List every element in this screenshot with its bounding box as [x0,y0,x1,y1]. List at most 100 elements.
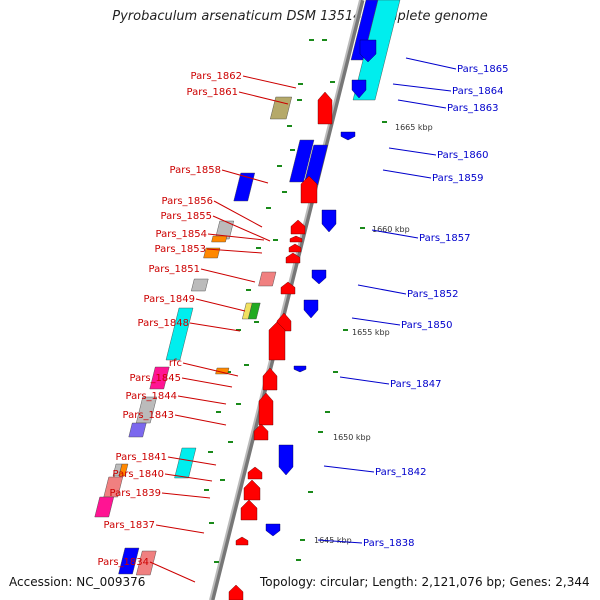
right-label: Pars_1860 [437,150,488,161]
gene-arrow-pars-1838c [265,523,281,537]
left-label: Pars_1853 [155,244,206,255]
left-label-leader [155,524,205,534]
gene-block-pars-1861 [270,96,292,120]
left-label: Pars_1858 [170,165,221,176]
gene-arrow-pars-1856b [290,219,306,235]
left-label: Pars_1862 [191,71,242,82]
left-label: Pars_1851 [149,264,200,275]
gene-arrow-pars-1842b [278,444,294,476]
left-label-leader [207,233,265,241]
scale-label: 1655 kbp [352,328,390,337]
left-label: Pars_1856 [162,196,213,207]
right-label: Pars_1863 [447,103,498,114]
left-label: Pars_1854 [156,229,207,240]
gene-block-pars-1852 [258,271,277,287]
left-label: Pars_1837 [104,520,155,531]
gene-block-pars-1855 [211,235,228,243]
left-label: Pars_1844 [126,391,177,402]
left-label-leader [242,75,297,89]
genome-summary-text: Topology: circular; Length: 2,121,076 bp… [260,575,590,589]
left-label-leader [206,248,263,254]
left-label-leader [177,395,227,405]
gene-block-pars-1850b [248,302,261,320]
gene-arrow-pars-1834 [228,584,244,600]
right-label: Pars_1847 [390,379,441,390]
left-label-leader [167,456,217,466]
left-label-leader [195,298,246,312]
left-label-leader [161,492,211,499]
left-label: Pars_1843 [123,410,174,421]
gene-block-pars-1858 [233,172,255,202]
gene-block-pars-1841b [118,463,129,477]
gene-block-pars-1851 [191,278,209,292]
gene-block-rfc [149,366,170,390]
gene-arrow-pars-1850c [303,299,319,319]
right-label: Pars_1842 [375,467,426,478]
tick-marks [204,39,387,563]
right-label-leader [351,317,401,326]
right-label-leader [392,83,452,92]
gene-arrow-pars-1853c [285,252,301,264]
left-label-leader [164,473,213,482]
gene-block-pars-1860 [289,139,315,183]
right-label: Pars_1857 [419,233,470,244]
right-label-leader [397,99,447,109]
left-label: Pars_1861 [187,87,238,98]
gene-arrow-pars-1852b [311,269,327,285]
gene-glyphs [94,0,401,600]
left-label: Pars_1834 [98,557,149,568]
right-label-leader [323,465,375,473]
gene-arrow-pars-1860b [340,131,356,141]
gene-arrow-pars-1841c [247,466,263,480]
gene-arrow-pars-1845 [262,367,278,391]
gene-block-pars-1842 [174,447,197,479]
left-label: Pars_1855 [161,211,212,222]
right-label-leader [317,539,363,544]
right-label: Pars_1852 [407,289,458,300]
gene-arrow-pars-1853b [288,243,302,253]
scale-label: 1650 kbp [333,433,371,442]
scale-label: 1645 kbp [314,536,352,545]
left-label-leader [189,322,241,332]
gene-block-pars-1839 [94,496,114,518]
left-labels: Pars_1862 Pars_1861 Pars_1858 Pars_1856 Pars… [98,71,297,583]
right-label: Pars_1850 [401,320,452,331]
left-label-leader [213,200,263,228]
right-label-leader [405,57,457,70]
left-label: Pars_1839 [110,488,161,499]
left-label-leader [221,169,269,184]
scale-label: 1665 kbp [395,123,433,132]
gene-arrow-pars-1840b [243,479,261,501]
gene-arrow-pars-1854 [289,235,303,243]
gene-arrow-pars-1847b [293,365,307,373]
right-label: Pars_1865 [457,64,508,75]
gene-arrow-pars-1857 [321,209,337,233]
backbone-strand [209,0,365,600]
left-label-leader [200,268,256,283]
accession-text: Accession: NC_009376 [9,575,146,589]
right-label-leader [339,376,390,385]
right-label-leader [382,169,432,179]
gene-arrow-pars-1851b [280,281,296,295]
right-labels: Pars_1865 Pars_1864 Pars_1863 Pars_1860 Pars… [317,57,508,549]
left-label: Pars_1849 [144,294,195,305]
left-label-leader [212,215,271,242]
scale-labels: 1665 kbp 1660 kbp 1655 kbp 1650 kbp 1645 kbp [314,123,433,545]
gene-arrow-pars-1865b [359,39,377,63]
gene-arrow-pars-1843c [253,423,269,441]
gene-arrow-pars-1837 [235,536,249,546]
gene-arrow-pars-1844 [258,392,274,426]
left-label: Pars_1848 [138,318,189,329]
right-label-leader [357,284,407,295]
left-label-leader [181,377,233,388]
right-label-leader [371,229,419,239]
gene-block-pars-1849 [165,307,194,361]
right-label-leader [388,147,437,156]
right-label: Pars_1864 [452,86,503,97]
gene-block-pars-1853 [203,247,221,259]
left-label: Pars_1840 [113,469,164,480]
right-label: Pars_1838 [363,538,414,549]
left-label: rfc [169,358,182,369]
left-label: Pars_1841 [116,452,167,463]
